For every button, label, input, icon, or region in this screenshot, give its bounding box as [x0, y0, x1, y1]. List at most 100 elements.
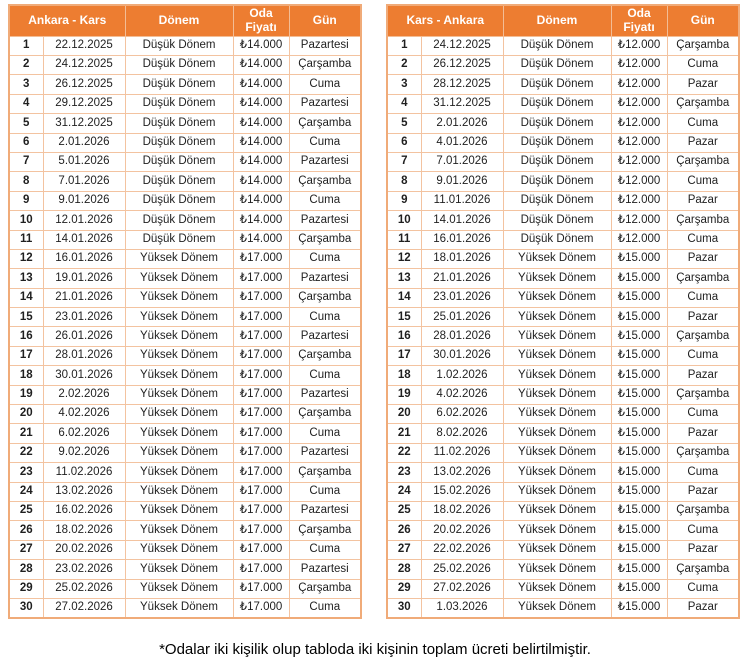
row-number-cell: 20	[8, 404, 44, 425]
day-cell: Cuma	[288, 248, 362, 270]
date-cell: 21.01.2026	[42, 287, 126, 309]
date-cell: 29.12.2025	[42, 93, 126, 115]
row-number-cell: 14	[386, 287, 422, 309]
price-cell: ₺12.000	[610, 210, 668, 231]
day-cell: Pazar	[666, 248, 740, 270]
price-cell: ₺15.000	[610, 500, 668, 522]
period-cell: Yüksek Dönem	[124, 559, 234, 580]
period-cell: Yüksek Dönem	[502, 326, 612, 347]
table-row: 30 1.03.2026 Yüksek Dönem ₺15.000 Pazar	[386, 597, 740, 619]
row-number-cell: 13	[8, 268, 44, 289]
period-cell: Yüksek Dönem	[124, 520, 234, 541]
period-cell: Yüksek Dönem	[502, 307, 612, 328]
table-row: 28 23.02.2026 Yüksek Dönem ₺17.000 Pazartesi	[8, 559, 362, 580]
price-cell: ₺15.000	[610, 326, 668, 347]
price-cell: ₺14.000	[232, 151, 290, 173]
table-row: 17 28.01.2026 Yüksek Dönem ₺17.000 Çarşamba	[8, 345, 362, 367]
price-cell: ₺15.000	[610, 539, 668, 561]
row-number-cell: 6	[8, 132, 44, 153]
kars-ankara-price-table: Kars - Ankara Dönem Oda Fiyatı Gün 1 24.1…	[386, 4, 741, 619]
table-row: 16 28.01.2026 Yüksek Dönem ₺15.000 Çarşamba	[386, 326, 740, 347]
price-cell: ₺17.000	[232, 597, 290, 619]
row-number-cell: 2	[386, 54, 422, 76]
row-number-cell: 10	[8, 210, 44, 231]
tables-wrap: Ankara - Kars Dönem Oda Fiyatı Gün 1 22.1…	[8, 4, 750, 619]
table-row: 14 23.01.2026 Yüksek Dönem ₺15.000 Cuma	[386, 287, 740, 309]
day-cell: Çarşamba	[666, 559, 740, 580]
day-cell: Pazartesi	[288, 93, 362, 115]
date-cell: 7.01.2026	[420, 151, 504, 173]
period-cell: Yüksek Dönem	[502, 462, 612, 483]
day-cell: Cuma	[666, 229, 740, 250]
table-header: Kars - Ankara Dönem Oda Fiyatı Gün	[386, 4, 740, 37]
price-cell: ₺15.000	[610, 481, 668, 502]
table-row: 8 7.01.2026 Düşük Dönem ₺14.000 Çarşamba	[8, 171, 362, 192]
price-cell: ₺12.000	[610, 74, 668, 95]
row-number-cell: 8	[386, 171, 422, 192]
date-cell: 23.01.2026	[420, 287, 504, 309]
period-cell: Yüksek Dönem	[502, 597, 612, 619]
footnote-text: *Odalar iki kişilik olup tabloda iki kiş…	[159, 641, 591, 658]
date-cell: 13.02.2026	[42, 481, 126, 502]
row-number-cell: 25	[8, 500, 44, 522]
table-row: 10 12.01.2026 Düşük Dönem ₺14.000 Pazartesi	[8, 210, 362, 231]
date-cell: 6.02.2026	[42, 423, 126, 444]
day-cell: Çarşamba	[288, 578, 362, 599]
period-cell: Yüksek Dönem	[502, 287, 612, 309]
day-cell: Pazartesi	[288, 35, 362, 56]
day-cell: Çarşamba	[288, 345, 362, 367]
table-row: 26 18.02.2026 Yüksek Dönem ₺17.000 Çarşamba	[8, 520, 362, 541]
day-cell: Çarşamba	[666, 210, 740, 231]
period-cell: Yüksek Dönem	[124, 462, 234, 483]
date-cell: 22.12.2025	[42, 35, 126, 56]
period-cell: Düşük Dönem	[124, 190, 234, 212]
day-cell: Çarşamba	[288, 287, 362, 309]
table-row: 23 11.02.2026 Yüksek Dönem ₺17.000 Çarşamba	[8, 462, 362, 483]
price-cell: ₺15.000	[610, 404, 668, 425]
table-row: 27 22.02.2026 Yüksek Dönem ₺15.000 Pazar	[386, 539, 740, 561]
price-cell: ₺15.000	[610, 442, 668, 464]
row-number-cell: 22	[8, 442, 44, 464]
date-cell: 21.01.2026	[420, 268, 504, 289]
period-cell: Düşük Dönem	[124, 210, 234, 231]
period-cell: Yüksek Dönem	[124, 423, 234, 444]
day-cell: Cuma	[288, 307, 362, 328]
day-cell: Çarşamba	[288, 54, 362, 76]
period-cell: Düşük Dönem	[502, 190, 612, 212]
day-cell: Çarşamba	[666, 384, 740, 406]
table-row: 15 25.01.2026 Yüksek Dönem ₺15.000 Pazar	[386, 307, 740, 328]
period-cell: Yüksek Dönem	[124, 578, 234, 599]
period-cell: Yüksek Dönem	[502, 423, 612, 444]
price-cell: ₺15.000	[610, 578, 668, 599]
table-row: 16 26.01.2026 Yüksek Dönem ₺17.000 Pazartesi	[8, 326, 362, 347]
price-cell: ₺15.000	[610, 365, 668, 386]
table-row: 24 13.02.2026 Yüksek Dönem ₺17.000 Cuma	[8, 481, 362, 502]
row-number-cell: 26	[386, 520, 422, 541]
price-cell: ₺14.000	[232, 35, 290, 56]
row-number-cell: 12	[386, 248, 422, 270]
day-cell: Cuma	[666, 404, 740, 425]
price-cell: ₺17.000	[232, 404, 290, 425]
row-number-cell: 17	[8, 345, 44, 367]
price-cell: ₺14.000	[232, 229, 290, 250]
table-row: 18 1.02.2026 Yüksek Dönem ₺15.000 Pazar	[386, 365, 740, 386]
row-number-cell: 15	[386, 307, 422, 328]
row-number-cell: 15	[8, 307, 44, 328]
period-cell: Yüksek Dönem	[502, 520, 612, 541]
date-cell: 23.02.2026	[42, 559, 126, 580]
price-cell: ₺17.000	[232, 500, 290, 522]
row-number-cell: 27	[386, 539, 422, 561]
period-cell: Yüksek Dönem	[124, 326, 234, 347]
day-cell: Pazar	[666, 190, 740, 212]
date-cell: 16.02.2026	[42, 500, 126, 522]
table-row: 27 20.02.2026 Yüksek Dönem ₺17.000 Cuma	[8, 539, 362, 561]
period-cell: Yüksek Dönem	[124, 384, 234, 406]
table-row: 13 19.01.2026 Yüksek Dönem ₺17.000 Pazartesi	[8, 268, 362, 289]
period-cell: Yüksek Dönem	[124, 597, 234, 619]
table-row: 28 25.02.2026 Yüksek Dönem ₺15.000 Çarşamba	[386, 559, 740, 580]
day-cell: Çarşamba	[288, 171, 362, 192]
route-header: Kars - Ankara	[386, 4, 504, 37]
period-cell: Yüksek Dönem	[502, 384, 612, 406]
day-cell: Çarşamba	[666, 500, 740, 522]
